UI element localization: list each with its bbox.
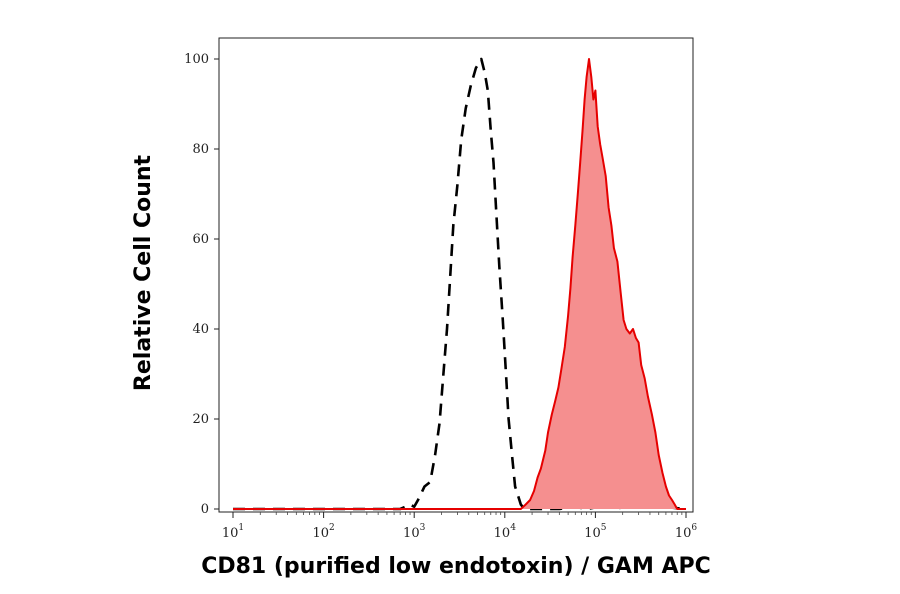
x-tick-label: 104: [494, 523, 517, 541]
series-layer: [233, 57, 687, 511]
x-tick-label: 101: [222, 523, 244, 541]
y-tick-label: 100: [184, 52, 209, 67]
plot-frame: [218, 37, 694, 513]
y-axis-title: Relative Cell Count: [131, 154, 156, 391]
x-tick-label: 103: [403, 523, 426, 541]
x-tick-label: 105: [584, 523, 607, 541]
y-tick-label: 20: [192, 412, 209, 427]
y-tick-label: 0: [201, 502, 209, 517]
series-1-line: [233, 58, 686, 510]
x-tick-label: 106: [675, 523, 698, 541]
x-axis-title: CD81 (purified low endotoxin) / GAM APC: [201, 554, 711, 579]
series-1-area: [233, 59, 686, 509]
axis-layer: 0 20 40 60 80 100 101 102 103 104 105 106: [184, 52, 697, 541]
x-tick-label: 102: [312, 523, 334, 541]
y-tick-label: 80: [192, 142, 209, 157]
y-tick-label: 40: [192, 322, 209, 337]
y-tick-label: 60: [192, 232, 209, 247]
